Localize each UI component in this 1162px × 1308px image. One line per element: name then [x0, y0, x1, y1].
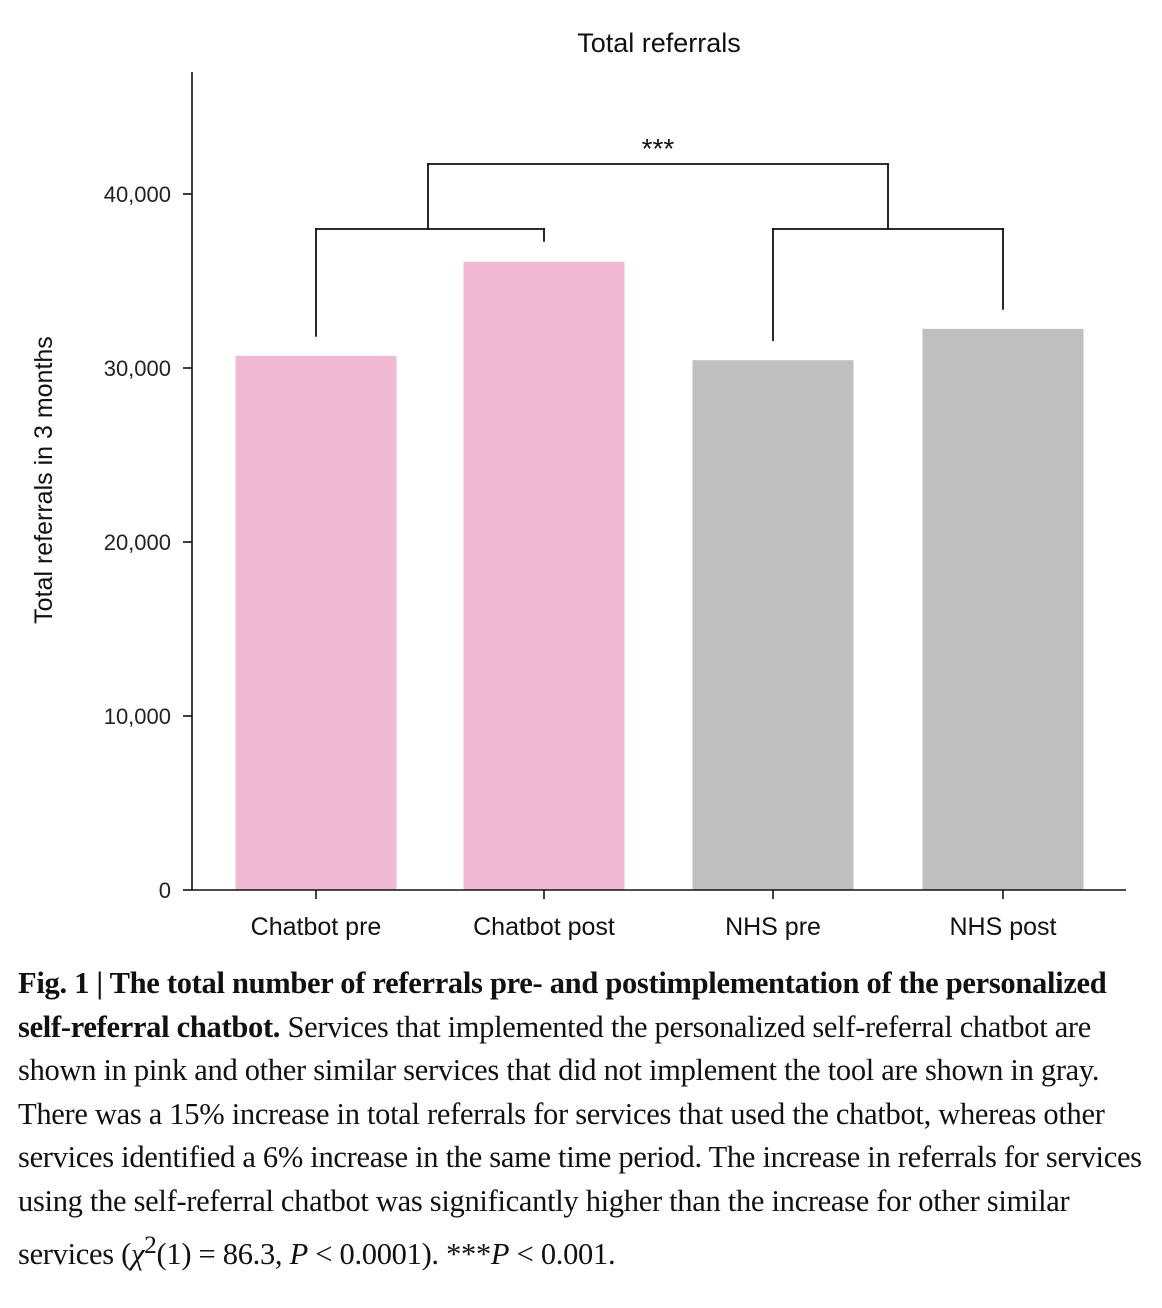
- caption-body: Services that implemented the personaliz…: [18, 1009, 1142, 1271]
- caption-stat: (1) = 86.3,: [156, 1236, 290, 1271]
- y-tick-label: 40,000: [104, 182, 171, 207]
- y-tick-label: 0: [159, 878, 171, 903]
- bar-0: [235, 355, 397, 890]
- figure-heading: The total number of referrals pre- and p…: [18, 966, 1107, 1044]
- x-tick-label: Chatbot pre: [251, 913, 382, 941]
- y-tick-label: 10,000: [104, 704, 171, 729]
- figure-label: Fig. 1 |: [18, 966, 110, 1000]
- bars-group: [235, 261, 1084, 891]
- x-tick-label: NHS post: [950, 913, 1057, 941]
- caption-p-threshold: < 0.001.: [509, 1236, 616, 1271]
- bar-chart: Total referrals Total referrals in 3 mon…: [30, 28, 1126, 941]
- bar-2: [692, 360, 854, 890]
- bar-3: [922, 328, 1084, 891]
- x-ticks-group: Chatbot pre Chatbot post NHS pre NHS post: [251, 890, 1057, 941]
- figure-caption: Fig. 1 | The total number of referrals p…: [18, 962, 1146, 1276]
- y-axis-label: Total referrals in 3 months: [30, 336, 58, 624]
- chi-superscript: 2: [144, 1230, 157, 1259]
- x-tick-label: Chatbot post: [473, 913, 615, 941]
- p-value-label: P: [289, 1236, 309, 1271]
- chi-symbol: χ: [131, 1236, 145, 1271]
- x-tick-label: NHS pre: [725, 913, 821, 941]
- y-ticks-group: 0 10,000 20,000 30,000 40,000: [104, 182, 192, 903]
- bar-1: [463, 261, 625, 890]
- y-tick-label: 30,000: [104, 356, 171, 381]
- significance-brackets: ***: [315, 133, 1004, 342]
- chart-title: Total referrals: [577, 28, 741, 58]
- p-threshold-label: P: [490, 1236, 510, 1271]
- significance-label: ***: [642, 133, 675, 164]
- caption-p-value: < 0.0001). ***: [307, 1236, 491, 1271]
- y-tick-label: 20,000: [104, 530, 171, 555]
